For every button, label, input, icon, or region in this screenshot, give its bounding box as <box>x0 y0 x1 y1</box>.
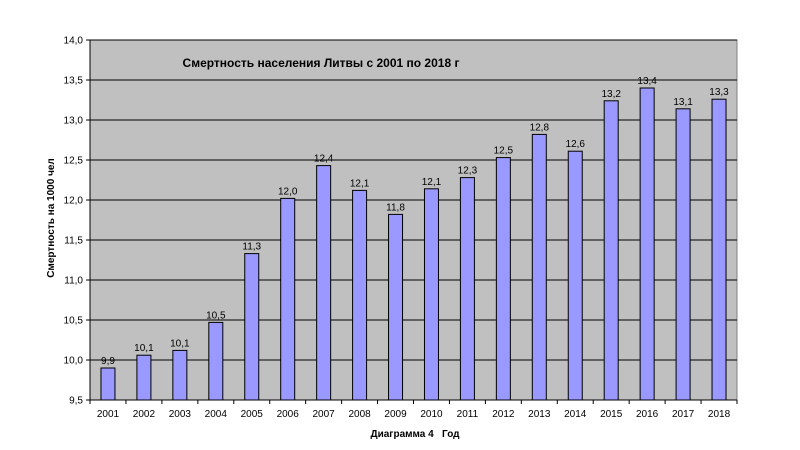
data-label-2015: 13,2 <box>601 89 621 100</box>
x-tick-label-2018: 2018 <box>708 409 731 420</box>
x-axis-label: Диаграмма 4 Год <box>370 429 460 440</box>
bar-2011 <box>459 177 475 401</box>
data-label-2002: 10,1 <box>134 343 154 354</box>
x-tick-label-2016: 2016 <box>636 409 659 420</box>
data-label-2005: 11,3 <box>242 242 261 253</box>
x-tick-label-2010: 2010 <box>420 409 443 420</box>
x-tick-label-2007: 2007 <box>313 409 336 420</box>
x-tick-label-2003: 2003 <box>169 409 192 420</box>
y-tick-label: 14,0 <box>64 36 84 47</box>
y-tick-label: 13,0 <box>64 116 84 127</box>
x-tick-label-2009: 2009 <box>384 409 407 420</box>
bar-2018 <box>711 98 727 401</box>
x-tick-label-2002: 2002 <box>133 409 156 420</box>
bar-2006 <box>280 197 296 401</box>
data-label-2017: 13,1 <box>673 97 693 108</box>
x-tick-label-2013: 2013 <box>528 409 551 420</box>
data-label-2007: 12,4 <box>314 154 334 165</box>
data-label-2006: 12,0 <box>278 186 298 197</box>
y-tick-label: 12,0 <box>64 196 84 207</box>
y-tick-label: 13,5 <box>64 76 84 87</box>
data-label-2001: 9,9 <box>101 356 115 367</box>
data-label-2009: 11,8 <box>386 202 405 213</box>
x-tick-label-2017: 2017 <box>672 409 695 420</box>
data-label-2014: 12,6 <box>566 139 586 150</box>
bar-2007 <box>316 165 332 401</box>
bar-2001 <box>100 367 116 401</box>
bar-2004 <box>208 321 224 401</box>
plot-area <box>89 39 738 401</box>
bar-2017 <box>675 108 691 401</box>
bar-2009 <box>388 213 404 401</box>
bar-2016 <box>639 87 655 401</box>
data-label-2016: 13,4 <box>637 76 657 87</box>
data-label-2008: 12,1 <box>350 178 370 189</box>
data-label-2010: 12,1 <box>422 177 442 188</box>
data-label-2013: 12,8 <box>530 122 550 133</box>
bar-2010 <box>423 188 439 401</box>
x-tick-label-2012: 2012 <box>492 409 515 420</box>
data-labels: 9,9 10,1 10,1 10,5 11,3 12,0 12,4 12,1 11,8 12,1 1… <box>101 76 729 367</box>
gridlines <box>90 39 737 361</box>
bar-2002 <box>136 354 152 401</box>
bar-2015 <box>603 100 619 401</box>
bar-2014 <box>567 150 583 401</box>
data-label-2004: 10,5 <box>206 310 226 321</box>
x-tick-label-2014: 2014 <box>564 409 587 420</box>
y-tick-label: 9,5 <box>69 396 83 407</box>
bar-2012 <box>495 157 511 401</box>
y-tick-label: 11,0 <box>64 276 83 287</box>
bars <box>100 87 727 401</box>
y-tick-label: 12,5 <box>64 156 84 167</box>
bar-2013 <box>531 133 547 401</box>
y-tick-labels: 9,5 10,0 10,5 11,0 11,5 12,0 12,5 13,0 13,5 14,0 <box>64 36 90 407</box>
x-tick-label-2004: 2004 <box>205 409 228 420</box>
x-tick-label-2005: 2005 <box>241 409 264 420</box>
data-label-2003: 10,1 <box>170 338 190 349</box>
x-tick-label-2015: 2015 <box>600 409 623 420</box>
y-tick-label: 11,5 <box>64 236 83 247</box>
x-tick-label-2011: 2011 <box>457 409 479 420</box>
x-tick-labels: 2001 2002 2003 2004 2005 2006 2007 2008 2009 2010… <box>89 400 738 420</box>
data-label-2011: 12,3 <box>458 166 478 177</box>
y-tick-label: 10,5 <box>64 316 84 327</box>
chart-title: Смертность населения Литвы с 2001 по 201… <box>183 56 460 70</box>
x-tick-label-2006: 2006 <box>277 409 300 420</box>
x-tick-label-2001: 2001 <box>97 409 120 420</box>
data-label-2012: 12,5 <box>494 146 514 157</box>
x-tick-label-2008: 2008 <box>348 409 371 420</box>
y-tick-label: 10,0 <box>64 356 84 367</box>
bar-2003 <box>172 349 188 401</box>
bar-2008 <box>352 189 368 401</box>
data-label-2018: 13,3 <box>709 87 729 98</box>
bar-2005 <box>244 253 260 401</box>
y-axis-label: Смертность на 1000 чел <box>46 158 57 278</box>
